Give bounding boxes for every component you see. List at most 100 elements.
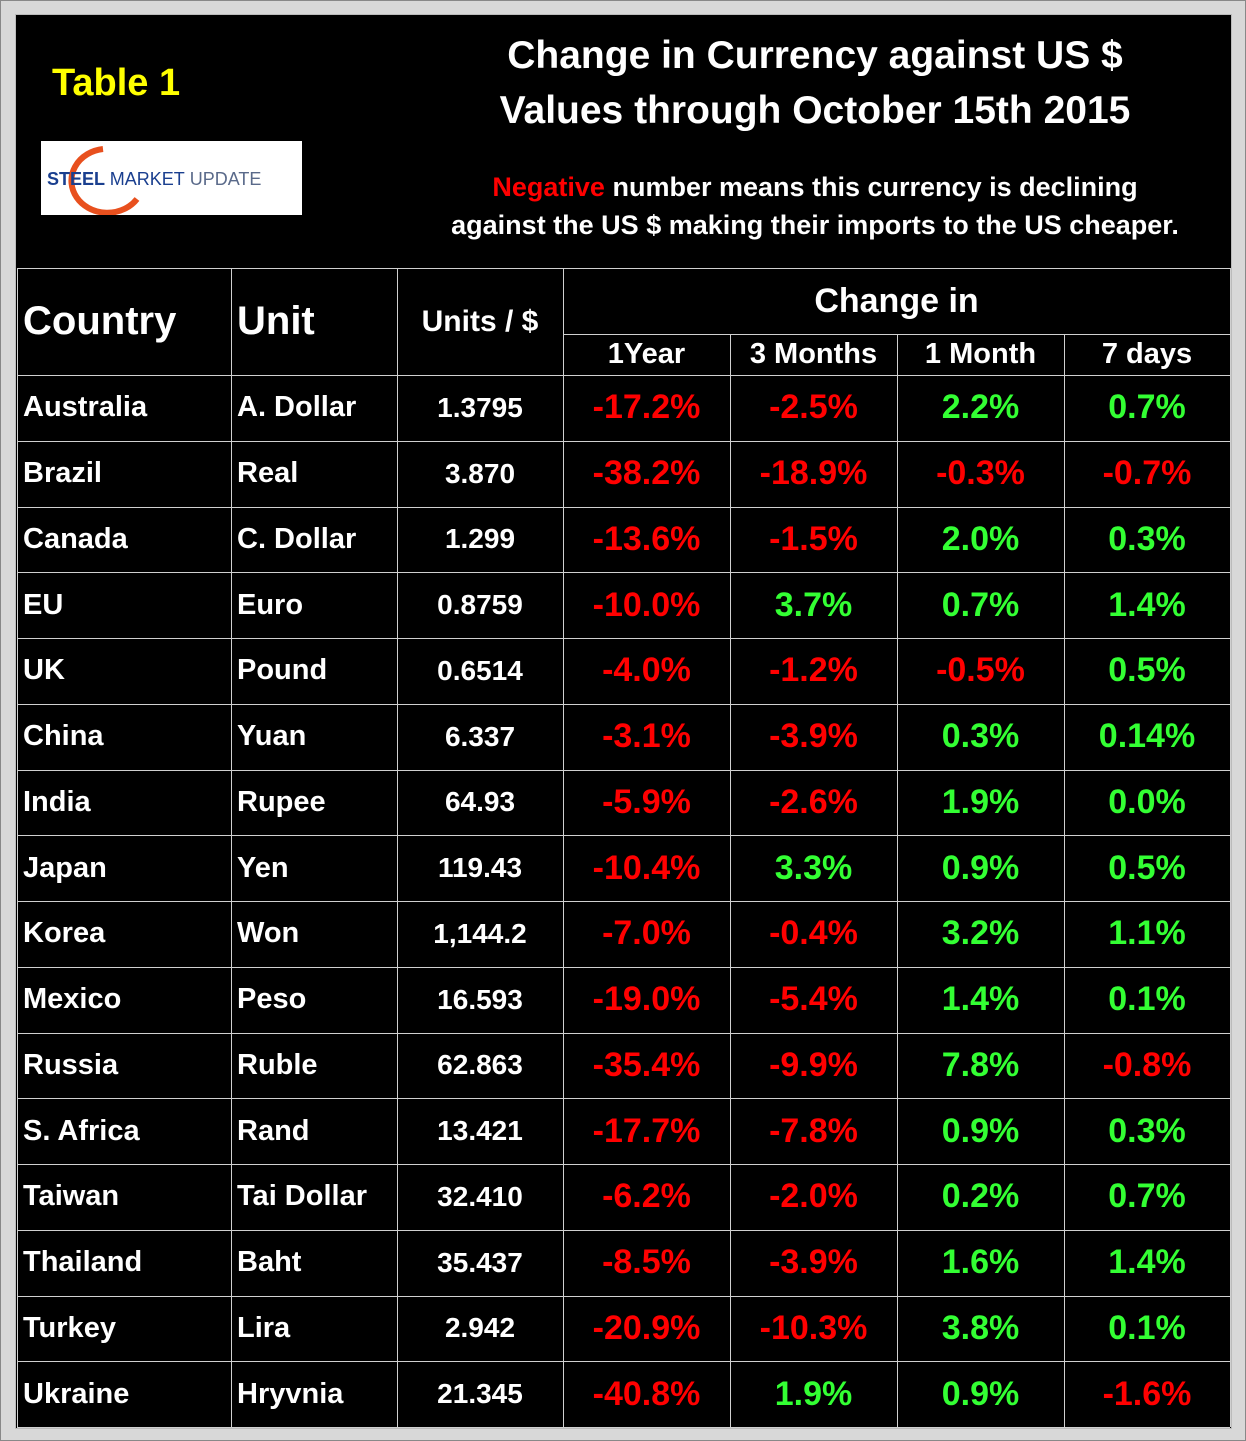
- cell-text: C. Dollar: [237, 522, 357, 555]
- column-header: Unit: [237, 299, 315, 343]
- change-value: 7.8%: [941, 1045, 1020, 1084]
- change-value: 1.4%: [1108, 585, 1186, 624]
- note-highlight: Negative: [492, 172, 605, 202]
- cell-text: Korea: [23, 917, 106, 950]
- cell-text: Lira: [237, 1311, 291, 1344]
- cell-text: 21.345: [437, 1378, 523, 1410]
- cell-text: Russia: [23, 1048, 119, 1081]
- cell-text: 6.337: [444, 720, 516, 752]
- sub-header: 7 days: [1101, 338, 1193, 370]
- change-value: -0.3%: [936, 454, 1025, 493]
- change-value: 0.3%: [1108, 519, 1186, 558]
- cell-text: 62.863: [437, 1049, 523, 1081]
- cell-text: Canada: [23, 522, 128, 555]
- change-value: 0.1%: [1108, 980, 1186, 1019]
- change-value: -0.8%: [1102, 1045, 1192, 1084]
- cell-text: 2.942: [444, 1312, 516, 1344]
- change-value: -8.5%: [602, 1243, 691, 1282]
- change-value: 0.9%: [941, 1374, 1020, 1413]
- cell-text: EU: [23, 588, 64, 621]
- cell-text: Australia: [23, 391, 148, 424]
- column-header: Country: [23, 299, 177, 343]
- cell-text: 3.870: [444, 457, 516, 489]
- sub-header: 3 Months: [749, 338, 878, 370]
- change-value: 0.9%: [941, 848, 1020, 887]
- change-value: 1.6%: [941, 1243, 1020, 1282]
- change-value: -0.4%: [769, 914, 858, 953]
- h-line: [17, 1098, 1230, 1100]
- note-line: Negative number means this currency is d…: [380, 172, 1246, 203]
- cell-text: China: [23, 720, 104, 753]
- change-value: -9.9%: [769, 1045, 858, 1084]
- change-value: -40.8%: [592, 1374, 701, 1413]
- cell-text: Tai Dollar: [237, 1180, 367, 1213]
- change-value: -0.7%: [1102, 454, 1192, 493]
- cell-text: 1.299: [444, 523, 516, 555]
- cell-text: Rand: [237, 1114, 310, 1147]
- cell-text: A. Dollar: [237, 391, 357, 424]
- change-value: -10.3%: [759, 1308, 868, 1347]
- change-value: 3.7%: [774, 585, 853, 624]
- change-value: 0.2%: [941, 1177, 1020, 1216]
- h-line: [563, 334, 1230, 335]
- change-value: -5.9%: [602, 782, 691, 821]
- change-value: 0.14%: [1098, 717, 1196, 756]
- change-value: -3.9%: [769, 717, 858, 756]
- change-value: 2.0%: [941, 519, 1020, 558]
- cell-text: Pound: [237, 654, 328, 687]
- h-line: [17, 1295, 1230, 1297]
- logo: STEEL MARKET UPDATE: [41, 141, 302, 215]
- change-value: -10.0%: [592, 585, 701, 624]
- change-value: -17.7%: [592, 1111, 701, 1150]
- h-line: [17, 375, 1230, 376]
- table-label: Table 1: [52, 62, 181, 104]
- note-text: number means this currency is declining: [612, 172, 1138, 202]
- change-value: -19.0%: [592, 980, 701, 1019]
- h-line: [17, 703, 1230, 705]
- change-value: 0.7%: [941, 585, 1020, 624]
- logo-word: UPDATE: [190, 169, 262, 189]
- h-line: [17, 769, 1230, 771]
- change-value: -2.6%: [769, 782, 858, 821]
- change-value: -10.4%: [592, 848, 701, 887]
- change-value: -4.0%: [602, 651, 691, 690]
- cell-text: 1.3795: [437, 391, 523, 423]
- h-line: [17, 1032, 1230, 1034]
- cell-text: Brazil: [23, 457, 102, 490]
- change-value: -2.0%: [769, 1177, 858, 1216]
- v-line: [397, 268, 398, 1427]
- v-line: [897, 334, 898, 1427]
- cell-text: S. Africa: [23, 1114, 140, 1147]
- change-value: 3.2%: [941, 914, 1020, 953]
- cell-text: Rupee: [237, 785, 326, 818]
- change-value: 3.8%: [941, 1308, 1020, 1347]
- change-value: 1.1%: [1108, 914, 1186, 953]
- cell-text: 64.93: [444, 786, 516, 818]
- change-value: -17.2%: [592, 388, 701, 427]
- h-line: [17, 268, 1230, 269]
- cell-text: Real: [237, 457, 299, 490]
- v-line: [17, 268, 18, 1427]
- title-line: Values through October 15th 2015: [499, 89, 1131, 132]
- change-value: -5.4%: [769, 980, 858, 1019]
- change-value: 0.5%: [1108, 651, 1186, 690]
- h-line: [17, 638, 1230, 639]
- v-line: [231, 268, 232, 1427]
- cell-text: Thailand: [23, 1246, 143, 1279]
- cell-text: Ukraine: [23, 1377, 130, 1410]
- cell-text: Ruble: [237, 1048, 318, 1081]
- change-value: -1.2%: [769, 651, 858, 690]
- change-value: 0.0%: [1108, 782, 1186, 821]
- change-value: -38.2%: [592, 454, 701, 493]
- column-header: Units / $: [421, 304, 539, 338]
- change-value: 0.7%: [1108, 388, 1186, 427]
- cell-text: Hryvnia: [237, 1377, 344, 1410]
- logo-word: MARKET: [110, 169, 185, 189]
- change-value: -13.6%: [592, 519, 701, 558]
- cell-text: 16.593: [437, 983, 523, 1015]
- change-value: -18.9%: [759, 454, 868, 493]
- change-value: 0.3%: [1108, 1111, 1186, 1150]
- panel: [15, 14, 1232, 1429]
- change-value: -3.9%: [769, 1243, 858, 1282]
